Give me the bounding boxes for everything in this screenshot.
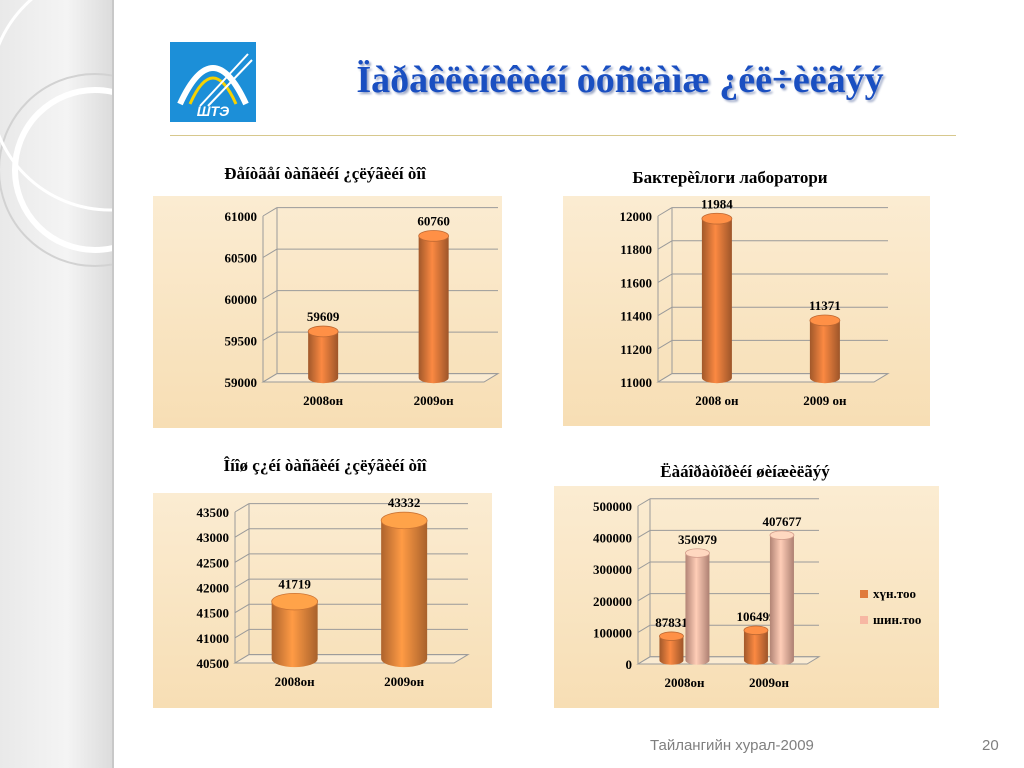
y-tick-label: 200000 — [593, 594, 632, 609]
y-tick-label: 500000 — [593, 499, 632, 514]
x-tick-label: 2008он — [303, 393, 344, 408]
y-tick-label: 11800 — [620, 242, 652, 257]
decorative-sidebar — [0, 0, 112, 768]
bar — [743, 625, 769, 665]
data-label: 407677 — [762, 514, 802, 529]
chart-1: 59000 59500 60000 60500 61000 59609 2008он 6076… — [153, 196, 502, 428]
y-tick-label: 11600 — [620, 275, 652, 290]
data-label: 87831 — [655, 615, 688, 630]
chart-4-title: Ëàáîðàòîðèéí øèíæèëãýý — [660, 462, 830, 481]
y-tick-label: 11000 — [620, 375, 652, 390]
bar — [418, 230, 450, 384]
y-tick-label: 40500 — [197, 656, 230, 671]
y-tick-label: 59000 — [225, 375, 258, 390]
y-tick-label: 41000 — [197, 631, 230, 646]
y-tick-label: 400000 — [593, 531, 632, 546]
data-label: 59609 — [307, 309, 340, 324]
title-divider — [170, 135, 956, 136]
y-tick-label: 300000 — [593, 562, 632, 577]
bar — [659, 631, 684, 665]
chart-1-title: Ðåíòãåí òàñãèéí ¿çëýãèéí òîî — [224, 164, 426, 183]
bar — [271, 592, 319, 668]
y-tick-label: 43500 — [197, 505, 230, 520]
y-tick-label: 42500 — [197, 555, 230, 570]
y-tick-label: 12000 — [620, 209, 653, 224]
chart-background — [554, 486, 939, 708]
bar — [307, 325, 339, 384]
data-label: 11371 — [809, 298, 841, 313]
data-label: 60760 — [417, 214, 450, 229]
y-tick-label: 100000 — [593, 625, 632, 640]
legend-label: хүн.тоо — [873, 586, 916, 601]
bar — [685, 548, 710, 665]
data-label: 106499 — [736, 609, 776, 624]
data-label: 43332 — [388, 495, 421, 510]
chart-background — [563, 196, 930, 426]
chart-2: 11000 11200 11400 11600 11800 12000 11984 2008 … — [563, 196, 930, 426]
x-tick-label: 2008 он — [695, 393, 739, 408]
chart-4: 0 100000 200000 300000 400000 500000 87831 3509… — [554, 486, 939, 708]
chart-background — [153, 493, 492, 708]
x-tick-label: 2009он — [749, 675, 790, 690]
y-tick-label: 60000 — [225, 292, 258, 307]
y-tick-label: 42000 — [197, 581, 230, 596]
slide-title: Ïàðàêëèíèêèéí òóñëàìæ ¿éë÷èëãýý — [356, 59, 884, 101]
x-tick-label: 2009он — [384, 674, 425, 689]
x-tick-label: 2009он — [414, 393, 455, 408]
bar — [380, 511, 428, 668]
x-tick-label: 2008он — [664, 675, 705, 690]
y-tick-label: 41500 — [197, 606, 230, 621]
chart-2-title: Бактерèîлоги лаборатори — [632, 168, 828, 187]
y-tick-label: 43000 — [197, 530, 230, 545]
y-tick-label: 59500 — [225, 334, 258, 349]
y-tick-label: 0 — [626, 657, 633, 672]
y-tick-label: 11200 — [620, 342, 652, 357]
legend-label: шин.тоо — [873, 612, 921, 627]
logo: ШТЭ — [170, 42, 256, 122]
sidebar-divider — [112, 0, 114, 768]
y-tick-label: 61000 — [225, 209, 258, 224]
y-tick-label: 60500 — [225, 251, 258, 266]
footer-text: Тайлангийн хурал-2009 — [650, 737, 814, 754]
data-label: 41719 — [278, 576, 311, 591]
page-number: 20 — [982, 737, 999, 754]
y-tick-label: 11400 — [620, 309, 652, 324]
data-label: 350979 — [678, 532, 718, 547]
bar — [809, 314, 841, 384]
legend-swatch — [860, 616, 868, 624]
legend-swatch — [860, 590, 868, 598]
decorative-arcs — [0, 0, 112, 267]
bar — [701, 212, 733, 384]
x-tick-label: 2009 он — [803, 393, 847, 408]
chart-3: 40500 41000 41500 42000 42500 43000 43500 41719… — [153, 493, 492, 708]
chart-3-title: Îíîø ç¿éí òàñãèéí ¿çëýãèéí òîî — [223, 456, 427, 475]
data-label: 11984 — [701, 196, 733, 211]
x-tick-label: 2008он — [275, 674, 316, 689]
bar — [769, 530, 795, 665]
logo-text: ШТЭ — [197, 103, 230, 119]
